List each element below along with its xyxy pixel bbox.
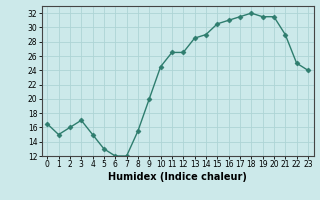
X-axis label: Humidex (Indice chaleur): Humidex (Indice chaleur) bbox=[108, 172, 247, 182]
